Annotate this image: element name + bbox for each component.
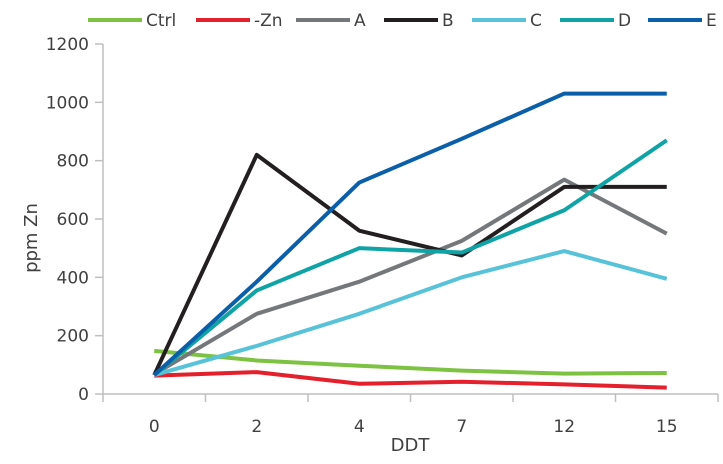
legend-label: Ctrl: [146, 11, 176, 31]
series-line-zn: [154, 370, 667, 390]
legend-label: -Zn: [254, 11, 283, 31]
series-line-ctrl: [154, 348, 667, 376]
legend-label: B: [442, 11, 454, 31]
y-tick-label: 600: [57, 210, 89, 230]
x-tick-label: 12: [553, 417, 575, 437]
y-tick-label: 1200: [46, 35, 89, 55]
y-tick-label: 800: [57, 152, 89, 172]
x-tick-label: 0: [149, 417, 160, 437]
legend-label: C: [530, 11, 542, 31]
x-tick-label: 4: [354, 417, 365, 437]
series-lines: [152, 91, 668, 390]
x-tick-label: 2: [251, 417, 262, 437]
series-line-c: [153, 249, 668, 377]
series-line-d: [152, 138, 668, 377]
x-tick-label: 7: [456, 417, 467, 437]
y-tick-label: 1000: [46, 93, 89, 113]
y-tick-label: 400: [57, 268, 89, 288]
series-line-e: [152, 91, 667, 377]
y-axis: 0 200 400 600 800 1000 1200: [46, 35, 104, 405]
legend-label: D: [618, 11, 631, 31]
x-axis: 0 2 4 7 12 15: [102, 393, 719, 437]
legend-label: A: [354, 11, 366, 31]
y-axis-title: ppm Zn: [21, 203, 42, 273]
series-line-b: [152, 152, 667, 376]
y-tick-label: 0: [78, 385, 89, 405]
x-axis-title: DDT: [391, 435, 431, 456]
legend-label: E: [706, 11, 717, 31]
y-tick-label: 200: [57, 327, 89, 347]
legend: Ctrl -Zn A B C D E: [88, 11, 717, 31]
x-tick-label: 15: [656, 417, 678, 437]
